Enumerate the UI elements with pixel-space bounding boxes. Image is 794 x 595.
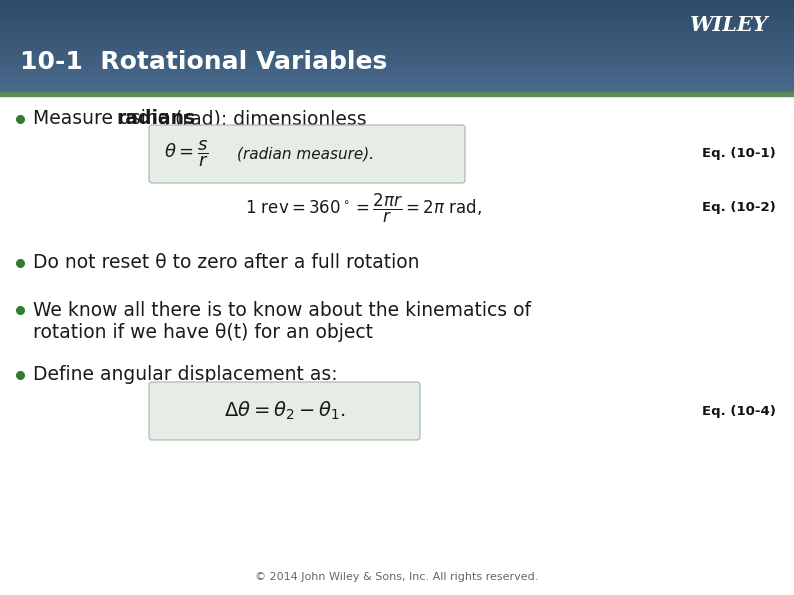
Bar (0, 16, 794, 17)
Bar (0, 96, 794, 595)
Bar (0, 76, 794, 77)
Text: We know all there is to know about the kinematics of: We know all there is to know about the k… (33, 300, 531, 320)
Bar (0, 7, 794, 8)
Bar (0, 60, 794, 61)
Bar (0, 0, 794, 1)
Bar (0, 10, 794, 11)
Bar (0, 38, 794, 39)
Text: Eq. (10-2): Eq. (10-2) (702, 202, 776, 215)
Bar (0, 26, 794, 27)
Text: (rad): dimensionless: (rad): dimensionless (169, 109, 367, 129)
Bar (0, 67, 794, 68)
Text: © 2014 John Wiley & Sons, Inc. All rights reserved.: © 2014 John Wiley & Sons, Inc. All right… (256, 572, 538, 582)
Bar (0, 8, 794, 9)
Bar (0, 15, 794, 16)
Bar (0, 27, 794, 29)
Bar (0, 53, 794, 54)
Bar (0, 74, 794, 75)
Bar (0, 40, 794, 42)
Bar (0, 82, 794, 83)
Bar (0, 64, 794, 65)
Bar (0, 52, 794, 53)
Text: $\Delta\theta = \theta_2 - \theta_1.$: $\Delta\theta = \theta_2 - \theta_1.$ (224, 400, 345, 422)
Text: Measure using: Measure using (33, 109, 175, 129)
Text: WILEY: WILEY (690, 15, 769, 35)
Text: Do not reset θ to zero after a full rotation: Do not reset θ to zero after a full rota… (33, 253, 419, 273)
Bar (0, 79, 794, 80)
Text: radians: radians (116, 109, 195, 129)
Text: Eq. (10-4): Eq. (10-4) (702, 405, 776, 418)
Bar (0, 49, 794, 51)
Bar (0, 17, 794, 18)
Bar (0, 11, 794, 12)
Bar (0, 18, 794, 20)
Bar (0, 12, 794, 14)
Text: $\theta = \dfrac{s}{r}$: $\theta = \dfrac{s}{r}$ (164, 139, 209, 170)
Bar (0, 21, 794, 22)
Text: rotation if we have θ(t) for an object: rotation if we have θ(t) for an object (33, 324, 373, 343)
Bar (0, 6, 794, 7)
Bar (0, 48, 794, 49)
Text: (radian measure).: (radian measure). (237, 146, 374, 161)
Bar (0, 84, 794, 85)
Bar (0, 70, 794, 71)
Bar (0, 57, 794, 58)
Bar (0, 4, 794, 5)
Bar (0, 20, 794, 21)
Bar (0, 45, 794, 46)
Bar (0, 61, 794, 62)
Bar (0, 2, 794, 4)
Bar (0, 73, 794, 74)
Bar (0, 39, 794, 40)
Bar (0, 55, 794, 57)
Bar (0, 23, 794, 24)
Bar (0, 86, 794, 87)
Bar (0, 54, 794, 55)
Bar (0, 31, 794, 32)
Bar (0, 42, 794, 43)
Bar (0, 83, 794, 84)
FancyBboxPatch shape (149, 382, 420, 440)
Bar (0, 62, 794, 63)
Bar (0, 80, 794, 82)
Text: 10-1  Rotational Variables: 10-1 Rotational Variables (20, 50, 387, 74)
Bar (0, 92, 794, 96)
Bar (0, 90, 794, 91)
Bar (0, 43, 794, 45)
Bar (0, 24, 794, 26)
Bar (0, 58, 794, 59)
Bar (0, 75, 794, 76)
FancyBboxPatch shape (149, 125, 465, 183)
Bar (0, 30, 794, 31)
Bar (0, 33, 794, 35)
Bar (0, 5, 794, 6)
Bar (0, 87, 794, 89)
Bar (0, 35, 794, 36)
Bar (0, 22, 794, 23)
Bar (0, 36, 794, 37)
Bar (0, 68, 794, 69)
Bar (0, 89, 794, 90)
Bar (0, 59, 794, 60)
Bar (0, 47, 794, 48)
Bar (0, 32, 794, 33)
Bar (0, 9, 794, 10)
Text: Eq. (10-1): Eq. (10-1) (702, 148, 776, 161)
Bar (0, 29, 794, 30)
Text: $1\ \mathrm{rev} = 360^\circ = \dfrac{2\pi r}{r} = 2\pi\ \mathrm{rad,}$: $1\ \mathrm{rev} = 360^\circ = \dfrac{2\… (245, 192, 482, 224)
Bar (0, 37, 794, 38)
Bar (0, 1, 794, 2)
Bar (0, 65, 794, 67)
Bar (0, 14, 794, 15)
Bar (0, 78, 794, 79)
Bar (0, 85, 794, 86)
Bar (0, 91, 794, 92)
Bar (0, 46, 794, 47)
Bar (0, 69, 794, 70)
Bar (0, 63, 794, 64)
Text: Define angular displacement as:: Define angular displacement as: (33, 365, 337, 384)
Bar (0, 71, 794, 73)
Bar (0, 77, 794, 78)
Bar (0, 51, 794, 52)
